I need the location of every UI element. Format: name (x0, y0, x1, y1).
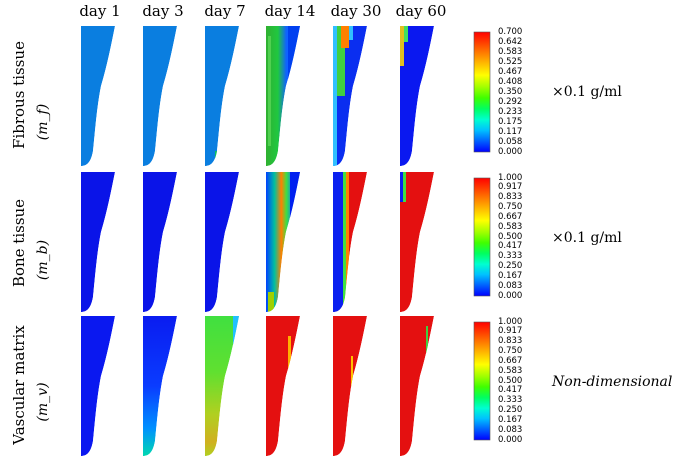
panel-r2-c6 (400, 172, 434, 312)
colorbar-tick-r3-6: 0.500 (498, 375, 523, 386)
colorbar-tick-r1-7: 0.292 (498, 96, 523, 107)
panel-r2-c3 (205, 172, 239, 312)
colorbar-tick-r1-3: 0.525 (498, 56, 523, 67)
panel-r2-c4 (266, 172, 300, 312)
colorbar-tick-r3-11: 0.083 (498, 424, 523, 435)
colorbar-tick-r1-11: 0.058 (498, 136, 523, 147)
unit-bone: ×0.1 g/ml (552, 230, 622, 246)
colorbar-tick-r2-8: 0.333 (498, 251, 523, 262)
colorbar-tick-r3-12: 0.000 (498, 434, 523, 445)
panel-r1-c3 (205, 26, 239, 166)
colorbar-tick-r2-12: 0.000 (498, 290, 523, 301)
colorbar-tick-r3-8: 0.333 (498, 395, 523, 406)
panel-r1-c1 (81, 26, 115, 166)
day-label-60: day 60 (395, 2, 447, 20)
day-label-30: day 30 (330, 2, 382, 20)
colorbar-tick-r1-1: 0.642 (498, 36, 523, 47)
panel-r1-c6 (400, 26, 434, 166)
panel-r1-c5 (333, 26, 367, 166)
colorbar-tick-r3-9: 0.250 (498, 405, 523, 415)
panel-r1-c4 (266, 26, 300, 166)
colorbar-tick-r3-10: 0.167 (498, 414, 523, 425)
colorbar-fibrous (473, 31, 491, 153)
colorbar-tick-r2-7: 0.417 (498, 241, 523, 252)
panel-r2-c5 (333, 172, 367, 312)
colorbar-tick-r1-12: 0.000 (498, 146, 523, 157)
colorbar-tick-r1-6: 0.350 (498, 86, 523, 97)
panel-r3-c1 (81, 316, 115, 456)
colorbar-tick-r2-1: 0.917 (498, 182, 523, 193)
colorbar-tick-r3-3: 0.750 (498, 346, 523, 356)
colorbar-bone (473, 177, 491, 297)
colorbar-tick-r1-9: 0.175 (498, 116, 523, 127)
colorbar-tick-r3-0: 1.000 (498, 316, 523, 327)
colorbar-tick-r1-10: 0.117 (498, 126, 523, 137)
colorbar-tick-r2-0: 1.000 (498, 172, 523, 183)
panel-r3-c5 (333, 316, 367, 456)
colorbar-tick-r2-6: 0.500 (498, 231, 523, 242)
colorbar-tick-r3-5: 0.583 (498, 365, 523, 376)
colorbar-tick-r3-7: 0.417 (498, 385, 523, 396)
colorbar-tick-r3-4: 0.667 (498, 355, 523, 366)
colorbar-tick-r1-8: 0.233 (498, 106, 523, 117)
colorbar-tick-r3-1: 0.917 (498, 326, 523, 337)
colorbar-tick-r1-2: 0.583 (498, 46, 523, 57)
colorbar-tick-r2-10: 0.167 (498, 270, 523, 281)
colorbar-tick-r2-5: 0.583 (498, 221, 523, 232)
colorbar-tick-r2-2: 0.833 (498, 192, 523, 203)
panel-r3-c4 (266, 316, 300, 456)
colorbar-tick-r3-2: 0.833 (498, 336, 523, 347)
day-label-3: day 3 (142, 2, 184, 20)
colorbar-vascular (473, 321, 491, 441)
day-label-7: day 7 (204, 2, 246, 20)
colorbar-tick-r1-0: 0.700 (498, 26, 523, 37)
panel-r2-c1 (81, 172, 115, 312)
colorbar-tick-r1-5: 0.408 (498, 76, 523, 87)
panel-r3-c6 (400, 316, 434, 456)
unit-vascular: Non-dimensional (552, 374, 673, 390)
unit-fibrous: ×0.1 g/ml (552, 84, 622, 100)
panel-r3-c3 (205, 316, 239, 456)
panel-r2-c2 (143, 172, 177, 312)
panel-r3-c2 (143, 316, 177, 456)
colorbar-tick-r2-11: 0.083 (498, 280, 523, 291)
colorbar-tick-r2-9: 0.250 (498, 261, 523, 271)
colorbar-tick-r2-3: 0.750 (498, 202, 523, 212)
day-label-14: day 14 (264, 2, 316, 20)
panel-r1-c2 (143, 26, 177, 166)
day-label-1: day 1 (79, 2, 121, 20)
colorbar-tick-r2-4: 0.667 (498, 211, 523, 222)
colorbar-tick-r1-4: 0.467 (498, 66, 523, 77)
